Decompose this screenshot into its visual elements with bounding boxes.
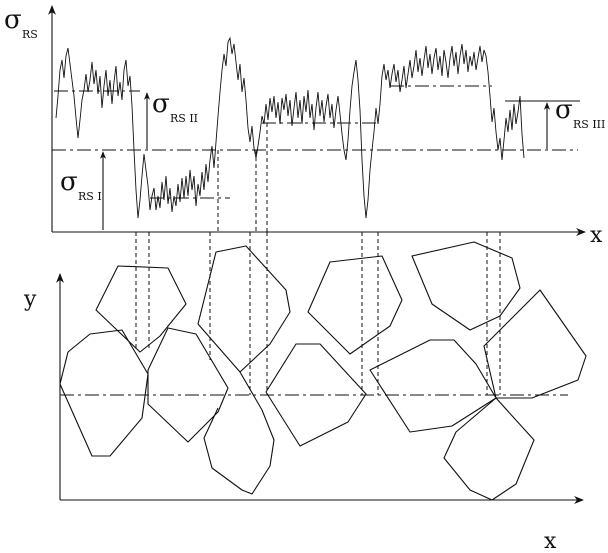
x-axis-top-label: x bbox=[590, 223, 603, 248]
grain-11 bbox=[443, 397, 535, 501]
grain-7 bbox=[203, 371, 275, 495]
svg-text:RS I: RS I bbox=[78, 190, 102, 203]
svg-text:σ: σ bbox=[4, 5, 22, 35]
svg-text:σ: σ bbox=[555, 95, 573, 125]
grain-2 bbox=[197, 245, 291, 373]
grain-6 bbox=[147, 327, 229, 443]
stress-profile-graph: σ RS σ RS I σ RS II σ RS III x bbox=[4, 5, 605, 248]
svg-text:RS: RS bbox=[22, 28, 38, 41]
svg-text:σ: σ bbox=[152, 89, 170, 119]
grain-3 bbox=[307, 255, 403, 355]
grain-10 bbox=[483, 289, 587, 399]
sigma-rs-ii-label: σ RS II bbox=[152, 89, 198, 125]
svg-text:RS II: RS II bbox=[170, 112, 198, 125]
sigma-rs-iii-label: σ RS III bbox=[555, 95, 605, 131]
sigma-rs-axis-label: σ RS bbox=[4, 5, 38, 41]
grain-8 bbox=[265, 343, 367, 447]
svg-text:RS III: RS III bbox=[573, 118, 605, 131]
y-axis-label: y bbox=[23, 287, 37, 312]
svg-text:σ: σ bbox=[60, 167, 78, 197]
grain-structure: y x bbox=[23, 241, 587, 553]
x-axis-bottom-label: x bbox=[544, 529, 557, 553]
projection-lines bbox=[135, 123, 501, 395]
grain-1 bbox=[95, 265, 187, 353]
sigma-rs-i-label: σ RS I bbox=[60, 167, 102, 203]
grain-4 bbox=[411, 241, 521, 331]
grain-9 bbox=[369, 339, 497, 433]
grain-5 bbox=[59, 329, 149, 457]
stress-profile-curve bbox=[55, 36, 525, 219]
